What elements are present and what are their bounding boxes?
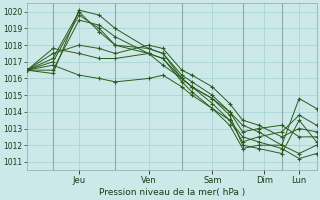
X-axis label: Pression niveau de la mer( hPa ): Pression niveau de la mer( hPa ): [99, 188, 245, 197]
